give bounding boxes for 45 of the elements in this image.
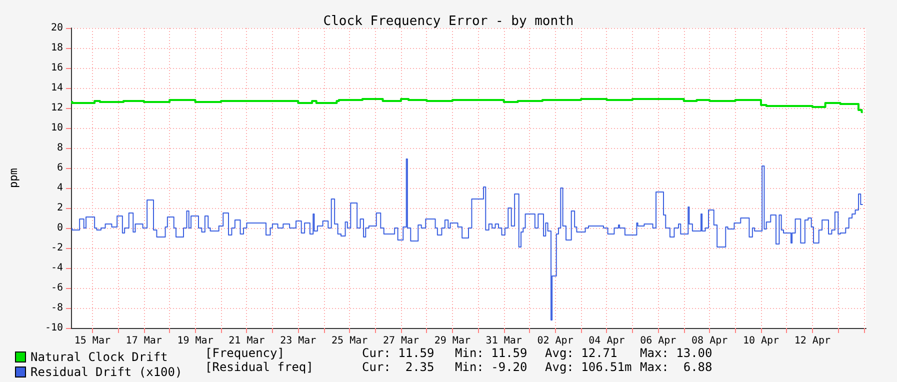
x-tick-label: 04 Apr	[588, 336, 625, 346]
x-tick-label: 06 Apr	[640, 336, 676, 346]
x-tick-label: 19 Mar	[177, 336, 214, 346]
x-tick-label: 17 Mar	[126, 336, 162, 346]
y-tick-label: 18	[50, 42, 63, 54]
x-tick-label: 08 Apr	[692, 336, 728, 346]
text: [Residual freq]	[205, 360, 314, 374]
y-tick-label: 14	[50, 82, 63, 94]
legend-label: Residual Drift (x100)	[30, 365, 182, 379]
x-tick-label: 27 Mar	[382, 336, 420, 346]
y-tick-label: 6	[56, 162, 63, 174]
text: Cur: 11.59	[362, 346, 434, 360]
y-tick-label: -2	[50, 242, 63, 254]
y-tick-label: 16	[50, 62, 63, 74]
x-tick-label: 31 Mar	[486, 336, 522, 346]
y-tick-label: 20	[50, 22, 63, 34]
y-axis-title: ppm	[7, 168, 20, 188]
text: Min: -9.20	[455, 360, 528, 374]
x-tick-label: 02 Apr	[537, 336, 574, 346]
y-tick-label: 12	[50, 102, 63, 114]
text: Min: 11.59	[455, 346, 528, 360]
y-tick-label: 2	[56, 202, 63, 214]
y-tick-label: 4	[56, 182, 63, 194]
text: Max: 6.88	[640, 360, 712, 374]
x-tick-label: 21 Mar	[228, 336, 265, 346]
text: Max: 13.00	[640, 346, 712, 360]
x-tick-label: 25 Mar	[332, 336, 368, 346]
text: [Frequency]	[205, 346, 284, 360]
legend-label: Natural Clock Drift	[30, 350, 168, 364]
y-tick-label: 10	[50, 122, 63, 134]
x-tick-label: 15 Mar	[74, 336, 110, 346]
text: Avg: 12.71	[545, 346, 618, 360]
y-tick-label: -10	[44, 322, 63, 334]
text: Avg: 106.51m	[545, 360, 632, 374]
y-tick-label: -6	[50, 282, 63, 294]
y-tick-label: 8	[56, 142, 63, 154]
x-tick-label: 10 Apr	[742, 336, 780, 346]
x-tick-label: 12 Apr	[794, 336, 830, 346]
x-tick-label: 29 Mar	[434, 336, 470, 346]
y-tick-label: 0	[56, 222, 63, 234]
chart-title: Clock Frequency Error - by month	[323, 14, 574, 29]
y-tick-label: -4	[50, 262, 63, 274]
y-tick-label: -8	[50, 302, 63, 314]
x-tick-label: 23 Mar	[280, 336, 316, 346]
text: Cur: 2.35	[362, 360, 434, 374]
